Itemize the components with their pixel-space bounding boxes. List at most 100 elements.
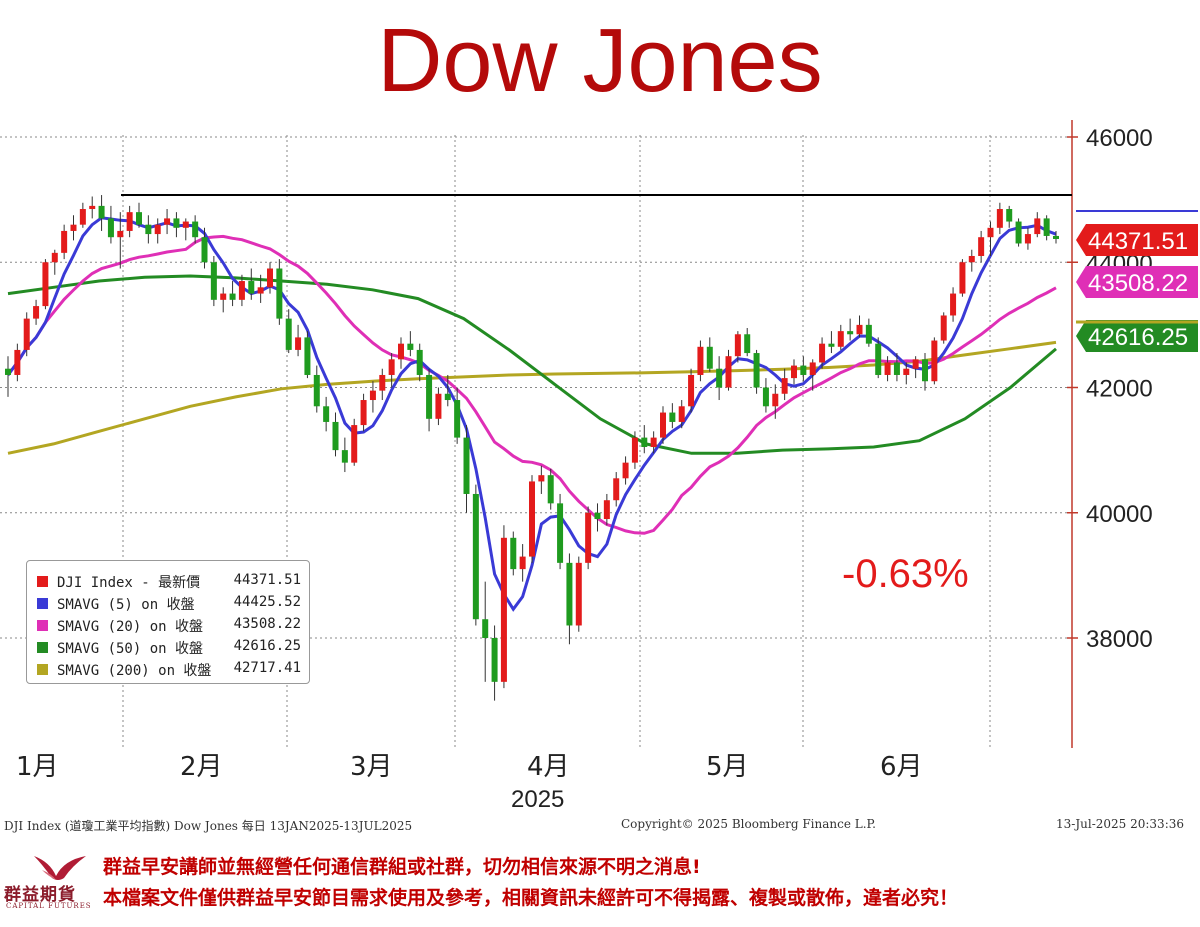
candle [257, 274, 264, 303]
candle-body [463, 437, 470, 494]
candle [369, 381, 376, 413]
candle [725, 349, 732, 391]
candle [117, 212, 124, 269]
candle-body [762, 387, 769, 407]
candle [173, 212, 180, 238]
candle-body [688, 374, 695, 407]
candle-body [313, 374, 320, 407]
candle-body [585, 512, 592, 563]
legend-swatch [37, 642, 48, 653]
legend-item-ma50: SMAVG (50) on 收盤 42616.25 [37, 637, 305, 657]
candle-body [360, 400, 367, 426]
legend-label: SMAVG (50) on 收盤 [57, 641, 204, 657]
candle [482, 581, 489, 682]
candle [688, 368, 695, 413]
candle [33, 299, 40, 325]
candle [959, 259, 966, 297]
candle [426, 368, 433, 432]
candle-body [1024, 234, 1031, 244]
candle [398, 337, 404, 369]
candle-body [706, 346, 713, 369]
candle-body [931, 340, 938, 382]
candle-body [809, 362, 816, 375]
candle [407, 331, 414, 357]
candle [931, 337, 938, 385]
candle-body [884, 362, 891, 375]
candle-body [426, 374, 433, 419]
footer-source: DJI Index (道瓊工業平均指數) Dow Jones 每日 13JAN2… [4, 819, 413, 833]
candle-body [482, 619, 489, 638]
candle-body [136, 212, 142, 225]
candle-body [613, 478, 620, 501]
candle-body [603, 500, 610, 520]
candle-body [332, 421, 339, 451]
candle [416, 343, 423, 382]
candle-body [744, 334, 751, 354]
candle [772, 384, 779, 419]
candle [145, 215, 152, 244]
candle-body [547, 475, 554, 504]
candle [847, 318, 854, 341]
last-value-tag: 44371.51 [1076, 224, 1198, 256]
x-tick-label: 3月 [350, 752, 393, 782]
legend-item-ma200: SMAVG (200) on 收盤 42717.41 [37, 659, 305, 679]
candle [229, 281, 236, 307]
candle-body [594, 512, 601, 520]
candle-body [295, 337, 302, 350]
candle [837, 324, 844, 350]
candle [285, 309, 292, 354]
candle [1006, 205, 1013, 228]
last-value-tag: 42616.25 [1076, 320, 1198, 352]
candle [968, 249, 975, 272]
candle [435, 387, 442, 426]
candle [734, 331, 741, 363]
candle [1015, 218, 1022, 247]
candle-body [538, 475, 545, 482]
candle-body [248, 281, 255, 294]
x-tick-label: 1月 [16, 752, 59, 782]
candle-body [51, 252, 58, 263]
candle-body [398, 343, 404, 360]
footer-copyright: Copyright© 2025 Bloomberg Finance L.P. [621, 817, 876, 831]
disclaimer-line-2: 本檔案文件僅供群益早安節目需求使用及參考，相關資訊未經許可不得揭露、複製或散佈，… [103, 887, 959, 909]
candle-body [828, 343, 835, 347]
candle [697, 340, 704, 382]
candle-body [276, 268, 283, 319]
candle-body [229, 293, 236, 300]
candle [351, 418, 358, 466]
candle [575, 556, 582, 632]
candle-body [107, 218, 114, 238]
candle-body [154, 224, 161, 235]
y-tick-label: 42000 [1086, 376, 1153, 403]
candle [557, 493, 564, 570]
candle [304, 331, 311, 379]
candle-body [678, 406, 685, 422]
candle [791, 359, 797, 385]
last-value-tag-box [1076, 224, 1198, 256]
candle [341, 437, 348, 473]
candle [828, 331, 835, 354]
candle [819, 337, 826, 369]
candle [295, 324, 302, 357]
candle [641, 425, 648, 454]
last-value-tag-box [1076, 266, 1198, 298]
y-tick-label: 46000 [1086, 125, 1153, 152]
ma20-line [6, 234, 1057, 535]
candle-body [23, 318, 30, 350]
candle [192, 215, 199, 244]
candle [472, 484, 479, 626]
candle [1043, 215, 1050, 241]
candle-body [182, 221, 189, 228]
candle-body [79, 209, 86, 225]
candle-body [42, 262, 49, 307]
candle [753, 349, 760, 394]
candle-body [70, 224, 77, 231]
candle [238, 274, 245, 307]
candle-body [1015, 221, 1022, 244]
candle [323, 396, 330, 432]
candle [809, 359, 816, 391]
disclaimer-line-1: 群益早安講師並無經營任何通信群組或社群，切勿相信來源不明之消息! [103, 856, 701, 878]
candle [660, 406, 666, 444]
candle-body [566, 562, 573, 626]
legend-value: 42616.25 [233, 638, 301, 654]
